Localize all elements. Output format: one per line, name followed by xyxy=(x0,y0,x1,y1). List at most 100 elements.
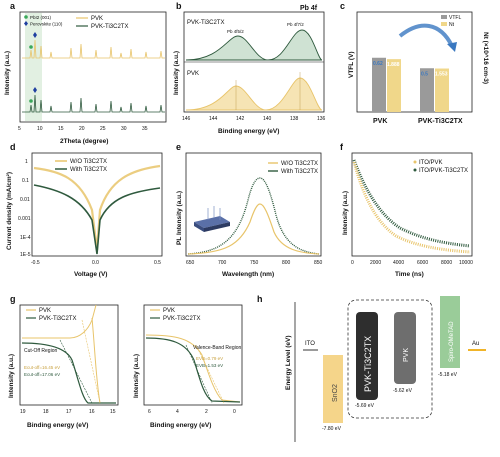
xtick: 15 xyxy=(58,126,64,132)
panel-d-frame xyxy=(31,152,163,257)
panel-g2-frame xyxy=(143,304,243,406)
panel-f-xlabel: Time (ns) xyxy=(395,271,424,278)
panel-a-frame xyxy=(19,11,167,123)
panel-b: b Pb 4f Intensity (a.u.) Binding energy … xyxy=(173,1,326,135)
panel-f-xticks: 0 2000 4000 6000 8000 10000 xyxy=(351,260,473,266)
pbi2-legend-icon xyxy=(24,15,28,19)
panel-label-g: g xyxy=(10,294,16,304)
panel-label-b: b xyxy=(176,1,182,11)
xtick: 650 xyxy=(186,260,195,266)
legend-text: ITO/PVK xyxy=(419,160,443,166)
panel-b-xlabel: Binding energy (eV) xyxy=(218,128,279,135)
nt-value: 1.888 xyxy=(387,62,400,68)
ytick: 0.01 xyxy=(20,197,30,203)
xtick: 19 xyxy=(20,409,26,415)
xtick: 0.5 xyxy=(154,260,161,266)
panel-g2-ylabel: Intensity (a.u.) xyxy=(133,354,140,398)
xtick: 8000 xyxy=(441,260,452,266)
spiro-bar xyxy=(440,296,460,368)
xtick: 6000 xyxy=(417,260,428,266)
category-label: PVK-Ti3C2TX xyxy=(418,118,463,125)
legend-text: PbI2 (001) xyxy=(30,15,52,20)
pvkti-label: PVK-Ti3C2TX xyxy=(363,336,373,392)
legend-text: PVK xyxy=(39,308,51,314)
xtick: 10 xyxy=(37,126,43,132)
panel-f-legend: ITO/PVK ITO/PVK-Ti3C2TX xyxy=(413,160,468,174)
xtick: 30 xyxy=(121,126,127,132)
xtick: 138 xyxy=(290,116,299,122)
panel-g2-xticks: 6 4 2 0 xyxy=(148,409,236,415)
xtick: 6 xyxy=(148,409,151,415)
panel-d-yticks: 1 0.1 0.01 0.001 1E-4 1E-5 xyxy=(18,159,31,258)
legend-text: W/O Ti3C2TX xyxy=(70,159,107,165)
panel-e-legend: W/O Ti3C2TX With Ti3C2TX xyxy=(268,161,318,175)
panel-c-frame xyxy=(356,11,473,113)
panel-c-legend: VTFL Nt xyxy=(441,15,461,28)
panel-b-peaks-bottom xyxy=(185,77,323,111)
panel-label-h: h xyxy=(257,294,263,304)
legend-swatch xyxy=(413,160,417,164)
legend-text: PVK xyxy=(163,308,175,314)
panel-c-bars: 0.62 1.888 0.5 1.553 xyxy=(372,57,449,112)
vtfl-value: 0.62 xyxy=(373,61,383,67)
xtick: 15 xyxy=(110,409,116,415)
panel-f-ylabel: Intensity (a.u.) xyxy=(342,191,349,235)
xtick: 142 xyxy=(236,116,245,122)
sno2-value: -7.80 eV xyxy=(322,426,342,432)
legend-text: With Ti3C2TX xyxy=(281,169,318,175)
fit-line xyxy=(59,339,93,404)
panel-b-peaks-top xyxy=(185,29,323,61)
panel-g1-xticks: 19 18 17 16 15 xyxy=(20,409,116,415)
trend-arrow-head xyxy=(447,42,457,52)
vtfl-value: 0.5 xyxy=(421,71,428,77)
ytick: 1E-5 xyxy=(20,252,31,258)
pvk-value: -5.62 eV xyxy=(393,388,413,394)
xtick: 2000 xyxy=(370,260,381,266)
ytick: 1E-4 xyxy=(20,235,31,241)
panel-g2-curve-pvkti xyxy=(145,337,241,403)
xtick: 16 xyxy=(89,409,95,415)
panel-g1-ylabel: Intensity (a.u.) xyxy=(8,354,15,398)
panel-a-marker-legend: PbI2 (001) Perovskite (110) xyxy=(24,15,63,27)
panel-a-trace-pvkti xyxy=(22,94,165,113)
panel-d-xlabel: Voltage (V) xyxy=(74,271,107,278)
spiro-value: -5.18 eV xyxy=(438,372,458,378)
legend-swatch xyxy=(413,168,417,172)
xtick: 4 xyxy=(176,409,179,415)
region-label: Cut-Off Region xyxy=(24,348,57,354)
sno2-bar xyxy=(323,355,343,423)
xtick: 140 xyxy=(263,116,272,122)
panel-g2-xlabel: Binding energy (eV) xyxy=(150,422,211,429)
evb-pvkti: EVB=1.53 eV xyxy=(196,363,223,368)
xtick: 0.0 xyxy=(92,260,99,266)
panel-b-label-top: PVK-Ti3C2TX xyxy=(187,20,224,26)
pbi2-marker xyxy=(29,99,33,103)
panel-a-ylabel: Intensity (a.u.) xyxy=(4,51,11,95)
trend-arrow xyxy=(398,23,454,47)
panel-d: d Current density (mA/cm²) Voltage (V) 1… xyxy=(6,142,163,278)
device-inset-icon xyxy=(194,222,204,232)
panel-e-xlabel: Wavelength (nm) xyxy=(222,271,274,278)
pvk-label: PVK xyxy=(403,348,410,362)
legend-text: PVK-Ti3C2TX xyxy=(91,24,128,30)
nt-bar xyxy=(387,59,401,112)
ytick: 0.1 xyxy=(22,178,29,184)
category-label: PVK xyxy=(373,118,387,125)
fit-line xyxy=(185,344,213,404)
device-inset xyxy=(194,206,230,232)
panel-g1-curve-pvkti xyxy=(21,342,116,404)
panel-d-curve-with xyxy=(33,184,161,255)
panel-label-d: d xyxy=(10,142,16,152)
device-inset-icon xyxy=(194,216,230,228)
panel-g2-curve-pvk xyxy=(145,334,241,403)
pvk-bar xyxy=(394,312,416,384)
panel-d-ylabel: Current density (mA/cm²) xyxy=(6,172,13,250)
panel-d-legend: W/O Ti3C2TX With Ti3C2TX xyxy=(55,159,107,173)
panel-g1-legend: PVK PVK-Ti3C2TX xyxy=(26,308,76,322)
xtick: 18 xyxy=(43,409,49,415)
region-label: Valence-Band Region xyxy=(193,345,241,351)
panel-g1-curve-pvk-tail xyxy=(91,317,116,404)
legend-text: With Ti3C2TX xyxy=(70,167,107,173)
panel-g1: g Intensity (a.u.) Binding energy (eV) 1… xyxy=(8,294,119,429)
xtick: 850 xyxy=(314,260,323,266)
